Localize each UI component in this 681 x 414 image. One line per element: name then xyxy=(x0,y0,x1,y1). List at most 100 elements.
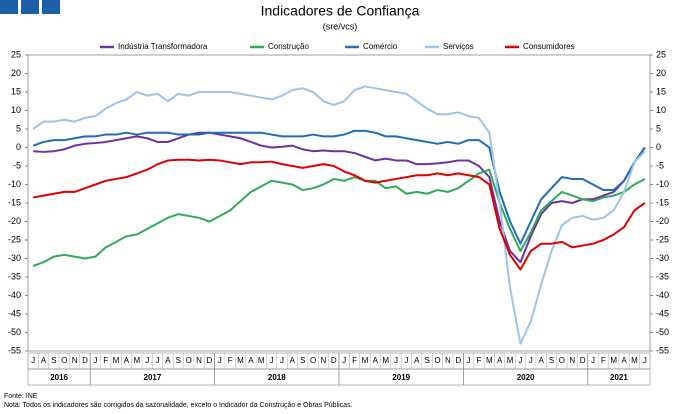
x-tick-label: A xyxy=(165,356,171,365)
x-tick-label: F xyxy=(477,356,482,365)
x-tick-label: M xyxy=(113,356,120,365)
y-tick-label: -30 xyxy=(8,253,21,263)
source: Fonte: INE xyxy=(4,393,38,400)
x-tick-label: J xyxy=(518,356,522,365)
y-tick-label: 15 xyxy=(11,86,21,96)
x-tick-label: M xyxy=(258,356,265,365)
y2-tick-label: 0 xyxy=(656,142,661,152)
y-tick-label: -35 xyxy=(8,271,21,281)
legend-label: Comércio xyxy=(363,42,398,51)
y2-tick-label: -55 xyxy=(656,345,669,355)
y-tick-label: 10 xyxy=(11,105,21,115)
x-tick-label: F xyxy=(352,356,357,365)
x-tick-label: N xyxy=(569,356,575,365)
y-tick-label: -20 xyxy=(8,216,21,226)
x-tick-label: A xyxy=(538,356,544,365)
x-tick-label: J xyxy=(643,356,647,365)
x-tick-label: O xyxy=(310,356,316,365)
x-tick-label: A xyxy=(373,356,379,365)
y-tick-label: -40 xyxy=(8,290,21,300)
x-tick-label: A xyxy=(41,356,47,365)
x-tick-label: J xyxy=(280,356,284,365)
x-tick-label: D xyxy=(207,356,213,365)
series-line xyxy=(32,85,646,345)
y2-tick-label: 25 xyxy=(656,49,666,59)
y2-tick-label: -25 xyxy=(656,234,669,244)
y2-tick-label: -50 xyxy=(656,327,669,337)
x-tick-label: S xyxy=(549,356,554,365)
x-tick-label: O xyxy=(61,356,67,365)
series-line xyxy=(32,129,646,245)
y2-tick-label: -10 xyxy=(656,179,669,189)
y2-tick-label: -45 xyxy=(656,308,669,318)
x-tick-label: S xyxy=(176,356,181,365)
x-tick-label: D xyxy=(331,356,337,365)
x-tick-label: D xyxy=(82,356,88,365)
x-tick-label: O xyxy=(559,356,565,365)
x-tick-label: J xyxy=(591,356,595,365)
year-label: 2021 xyxy=(610,373,628,382)
x-tick-label: F xyxy=(103,356,108,365)
x-tick-label: M xyxy=(362,356,369,365)
y-tick-label: -5 xyxy=(13,160,21,170)
y-tick-label: -25 xyxy=(8,234,21,244)
x-tick-label: F xyxy=(228,356,233,365)
y2-tick-label: -30 xyxy=(656,253,669,263)
y-tick-label: 0 xyxy=(16,142,21,152)
x-tick-label: M xyxy=(486,356,493,365)
x-tick-label: J xyxy=(218,356,222,365)
year-label: 2016 xyxy=(50,373,68,382)
x-tick-label: O xyxy=(434,356,440,365)
note: Nota: Todos os indicadores são corrigido… xyxy=(4,402,353,409)
year-label: 2018 xyxy=(268,373,286,382)
x-tick-label: J xyxy=(342,356,346,365)
x-tick-label: M xyxy=(237,356,244,365)
legend-label: Consumidores xyxy=(523,42,575,51)
x-tick-label: M xyxy=(610,356,617,365)
x-tick-label: J xyxy=(394,356,398,365)
x-tick-label: F xyxy=(601,356,606,365)
legend-label: Serviços xyxy=(443,42,474,51)
year-label: 2020 xyxy=(517,373,535,382)
x-tick-label: J xyxy=(145,356,149,365)
x-tick-label: J xyxy=(156,356,160,365)
y-tick-label: -10 xyxy=(8,179,21,189)
y-tick-label: 5 xyxy=(16,123,21,133)
logo-block xyxy=(0,0,18,14)
y2-tick-label: -5 xyxy=(656,160,664,170)
x-tick-label: A xyxy=(124,356,130,365)
x-tick-label: J xyxy=(93,356,97,365)
x-tick-label: S xyxy=(424,356,429,365)
x-tick-label: N xyxy=(321,356,327,365)
x-tick-label: N xyxy=(196,356,202,365)
series-line xyxy=(32,168,646,267)
x-tick-label: J xyxy=(31,356,35,365)
y-tick-label: 25 xyxy=(11,49,21,59)
x-tick-label: S xyxy=(51,356,56,365)
y2-tick-label: 10 xyxy=(656,105,666,115)
y2-tick-label: -15 xyxy=(656,197,669,207)
x-tick-label: N xyxy=(445,356,451,365)
x-tick-label: D xyxy=(455,356,461,365)
x-tick-label: J xyxy=(529,356,533,365)
year-label: 2017 xyxy=(144,373,162,382)
x-tick-label: J xyxy=(404,356,408,365)
legend-label: Indústria Transformadora xyxy=(118,42,208,51)
x-tick-label: J xyxy=(467,356,471,365)
y2-tick-label: -20 xyxy=(656,216,669,226)
x-tick-label: M xyxy=(382,356,389,365)
x-tick-label: O xyxy=(186,356,192,365)
logo-block xyxy=(42,0,60,14)
y-tick-label: -55 xyxy=(8,345,21,355)
year-label: 2019 xyxy=(392,373,410,382)
legend-label: Construção xyxy=(268,42,309,51)
x-tick-label: M xyxy=(507,356,514,365)
x-tick-label: M xyxy=(631,356,638,365)
y2-tick-label: 20 xyxy=(656,68,666,78)
x-tick-label: M xyxy=(134,356,141,365)
chart-title: Indicadores de Confiança xyxy=(261,3,420,19)
y2-tick-label: 15 xyxy=(656,86,666,96)
logo-block xyxy=(21,0,39,14)
y-tick-label: -50 xyxy=(8,327,21,337)
